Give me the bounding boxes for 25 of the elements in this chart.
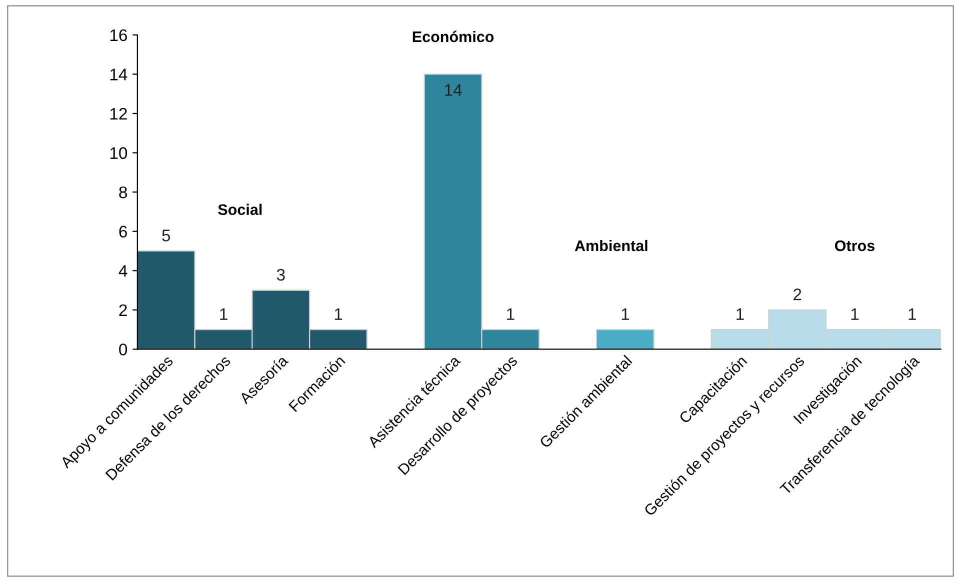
annotation: Ambiental	[574, 240, 648, 252]
data-label: 1	[334, 308, 342, 320]
data-label: 14	[445, 84, 462, 96]
bar	[596, 329, 654, 350]
annotation: Otros	[834, 240, 874, 252]
data-label: 1	[507, 308, 514, 320]
y-tick-label: 8	[119, 186, 127, 198]
data-label: 5	[162, 230, 170, 242]
data-label: 3	[276, 268, 285, 281]
y-tick-label: 4	[118, 265, 128, 277]
data-label: 1	[851, 308, 859, 320]
y-tick-label: 16	[110, 29, 127, 42]
data-label: 1	[622, 308, 630, 320]
data-label: 2	[794, 288, 802, 300]
y-tick-label: 12	[110, 108, 127, 120]
data-label: 1	[908, 308, 916, 320]
data-label: 1	[736, 308, 744, 320]
y-tick-label: 2	[119, 304, 127, 316]
y-tick-label: 6	[119, 226, 127, 238]
annotation: Social	[218, 204, 262, 216]
annotation: Económico	[412, 30, 494, 42]
y-tick-label: 0	[119, 344, 128, 356]
y-tick-label: 10	[110, 147, 128, 159]
data-label: 1	[220, 308, 228, 320]
y-tick-label: 14	[110, 68, 128, 80]
